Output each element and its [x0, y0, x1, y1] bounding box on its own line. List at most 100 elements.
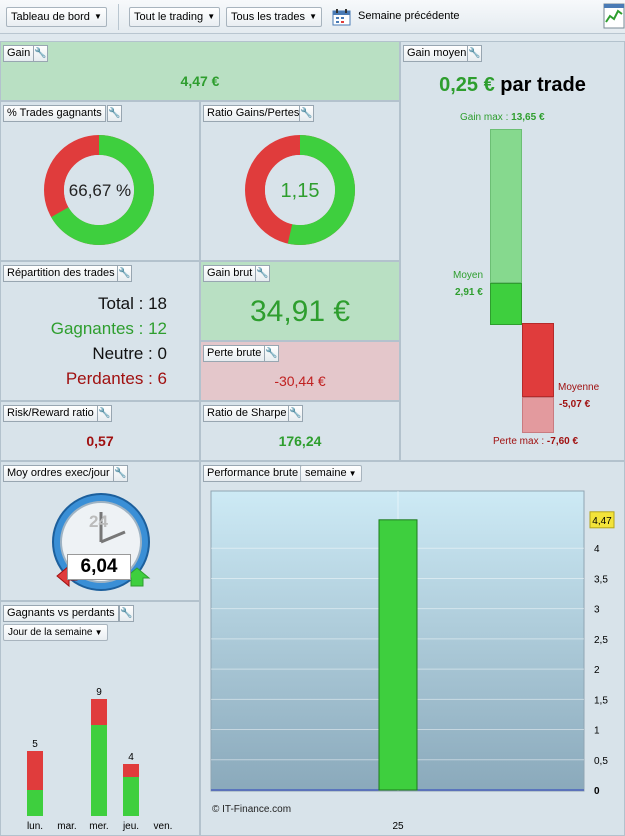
win-rate-gain-arc	[44, 135, 154, 245]
wrench-icon[interactable]: 🔧	[117, 265, 132, 282]
dashboard-dropdown[interactable]: Tableau de bord ▼	[6, 7, 107, 27]
sharpe-ratio-panel: Ratio de Sharpe 🔧 176,24	[200, 401, 400, 461]
toolbar-separator	[118, 4, 119, 30]
gross-gain-value: 34,91 €	[249, 295, 351, 328]
losers-bar	[91, 699, 107, 725]
orders-per-day-value: 6,04	[67, 554, 131, 580]
gain-loss-ratio-panel: Ratio Gains/Pertes 🔧 1,15	[200, 101, 400, 261]
day-label: jeu.	[122, 821, 139, 832]
day-label: lun.	[27, 821, 43, 832]
losers-bar	[27, 751, 43, 790]
panel-title: Gain moyen	[403, 45, 471, 62]
wrench-icon[interactable]: 🔧	[113, 465, 128, 482]
panel-title: Performance brute	[203, 465, 303, 482]
y-tick-label: 4	[594, 544, 600, 555]
wrench-icon[interactable]: 🔧	[299, 105, 314, 122]
y-tick-label: 0	[594, 786, 600, 797]
gain-panel: Gain 🔧 4,47 €	[0, 41, 400, 101]
panel-title: Perte brute	[203, 345, 266, 362]
value-badge-label: 4,47	[592, 516, 612, 527]
total-label: 4	[128, 752, 134, 763]
average-gain-bar	[490, 283, 522, 325]
winners-vs-losers-chart: 5 lun. mar. 9 mer. 4 jeu. ven.	[27, 687, 173, 832]
gross-loss-panel: Perte brute 🔧 -30,44 €	[200, 341, 400, 401]
average-loss-label: Moyenne	[558, 382, 600, 393]
trading-filter-label: Tout le trading	[134, 11, 204, 23]
winning-trades: Gagnantes : 12	[50, 319, 167, 338]
panel-title: Ratio de Sharpe	[203, 405, 291, 422]
average-gain-suffix: par trade	[494, 74, 586, 96]
chevron-down-icon: ▼	[348, 469, 357, 478]
winners-bar	[123, 777, 139, 816]
y-tick-label: 1,5	[594, 695, 608, 706]
gain-loss-ratio-hole	[265, 155, 335, 225]
gain-loss-ratio-donut	[245, 135, 355, 245]
total-label: 9	[96, 687, 102, 698]
clock-icon	[52, 493, 151, 591]
orders-per-day-panel: Moy ordres exec/jour 🔧 24 6,04	[0, 461, 200, 601]
toolbar: Tableau de bord ▼ Tout le trading ▼ Tous…	[0, 0, 625, 34]
average-loss-amount: -5,07 €	[559, 399, 591, 410]
total-trades: Total : 18	[97, 294, 167, 313]
risk-reward-value: 0,57	[86, 433, 114, 449]
y-tick-label: 2	[594, 665, 600, 676]
average-gain-amount: 2,91 €	[455, 287, 483, 298]
chevron-down-icon: ▼	[309, 12, 317, 21]
chevron-down-icon: ▼	[93, 12, 102, 21]
day-label: mer.	[89, 821, 108, 832]
chart-settings-icon[interactable]	[603, 2, 625, 32]
trading-filter-dropdown[interactable]: Tout le trading ▼	[129, 7, 221, 27]
wrench-icon[interactable]: 🔧	[107, 105, 122, 122]
day-label: ven.	[154, 821, 173, 832]
panel-title: Ratio Gains/Pertes	[203, 105, 304, 122]
max-gain-label: Gain max : 13,65 €	[460, 112, 545, 123]
total-label: 5	[32, 739, 38, 750]
panel-title: Risk/Reward ratio	[3, 405, 98, 422]
average-gain-headline: 0,25 € par trade	[401, 74, 624, 97]
wrench-icon[interactable]: 🔧	[288, 405, 303, 422]
y-tick-label: 3	[594, 605, 600, 616]
chevron-down-icon: ▼	[94, 628, 103, 637]
trades-filter-dropdown[interactable]: Tous les trades ▼	[226, 7, 322, 27]
weekday-grouping-dropdown[interactable]: Jour de la semaine ▼	[3, 624, 108, 641]
chevron-down-icon: ▼	[207, 12, 216, 21]
panel-title: % Trades gagnants	[3, 105, 106, 122]
average-gain-value: 0,25 €	[439, 74, 495, 96]
gross-loss-value: -30,44 €	[274, 373, 326, 389]
day-label: mar.	[57, 821, 76, 832]
y-tick-label: 2,5	[594, 635, 608, 646]
clock-label: 24	[89, 512, 108, 531]
winners-vs-losers-panel: Gagnants vs perdants 🔧 Jour de la semain…	[0, 601, 200, 836]
wrench-icon[interactable]: 🔧	[467, 45, 482, 62]
gain-loss-ratio-value: 1,15	[280, 180, 320, 202]
max-loss-value: -7,60 €	[546, 436, 579, 447]
gross-gain-panel: Gain brut 🔧 34,91 €	[200, 261, 400, 341]
trade-distribution-panel: Répartition des trades 🔧 Total : 18 Gagn…	[0, 261, 200, 401]
win-rate-value: 66,67 %	[68, 181, 132, 200]
period-grouping-dropdown[interactable]: semaine ▼	[300, 465, 362, 482]
performance-bar	[378, 519, 418, 791]
wrench-icon[interactable]: 🔧	[264, 345, 279, 362]
y-tick-label: 1	[594, 726, 600, 737]
wrench-icon[interactable]: 🔧	[255, 265, 270, 282]
wrench-icon[interactable]: 🔧	[97, 405, 112, 422]
y-tick-label: 0,5	[594, 756, 608, 767]
x-tick-label: 25	[392, 821, 404, 832]
value-badge	[589, 511, 615, 529]
dashboard-dropdown-label: Tableau de bord	[11, 11, 90, 23]
gain-loss-ratio-gain-arc	[245, 135, 355, 245]
watermark: © IT-Finance.com	[212, 804, 292, 815]
wrench-icon[interactable]: 🔧	[33, 45, 48, 62]
panel-title: Gagnants vs perdants	[3, 605, 119, 622]
average-gain-label: Moyen	[453, 270, 484, 281]
average-loss-bar	[522, 323, 554, 397]
max-gain-value: 13,65 €	[511, 112, 545, 123]
max-gain-bar	[490, 129, 522, 283]
panel-title: Gain	[3, 45, 35, 62]
sharpe-ratio-value: 176,24	[278, 433, 322, 449]
wrench-icon[interactable]: 🔧	[119, 605, 134, 622]
panel-title: Répartition des trades	[3, 265, 119, 282]
gross-performance-chart: 0 0,5 1 1,5 2 2,5 3 3,5 4 25 4,47	[210, 490, 615, 832]
max-loss-label: Perte max : -7,60 €	[493, 436, 579, 447]
calendar-icon	[332, 9, 351, 26]
